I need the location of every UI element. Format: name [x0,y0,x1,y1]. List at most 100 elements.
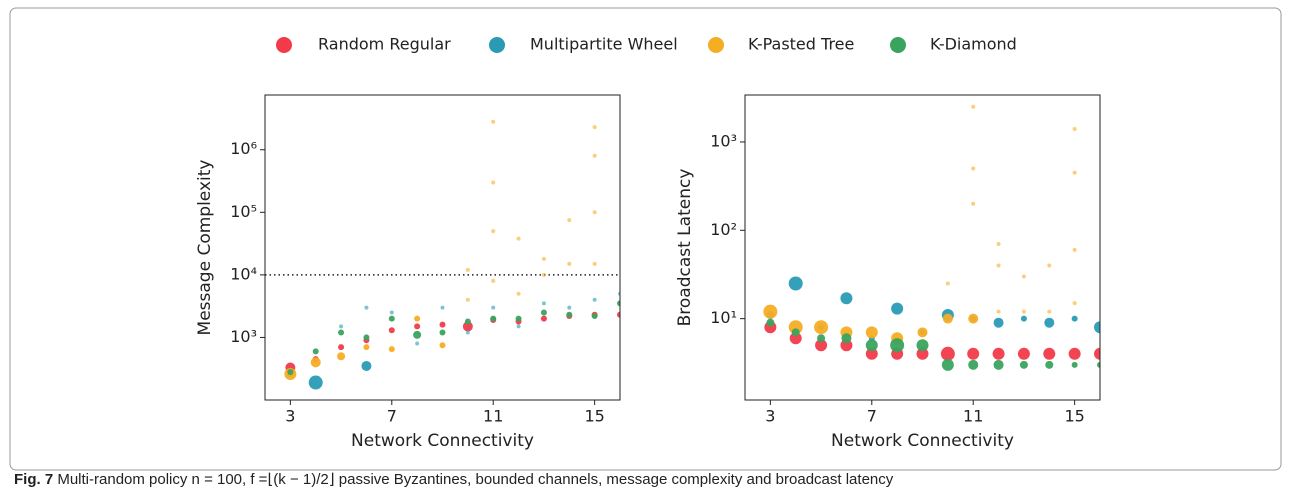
point [541,272,546,277]
point [540,315,547,322]
point [1097,361,1100,368]
point [566,311,573,318]
point [1047,309,1052,314]
point [840,292,853,305]
x-axis-label: Network Connectivity [351,431,534,451]
point [941,358,954,371]
point [1094,347,1100,360]
point [516,236,521,241]
point [491,229,496,234]
point [763,304,778,319]
y-axis-label: Message Complexity [195,160,215,336]
point [310,357,321,368]
point [916,347,929,360]
point [465,297,470,302]
point [516,324,521,329]
point [1047,263,1052,268]
point [841,333,852,344]
point [996,309,1001,314]
point [287,369,294,376]
point [308,375,323,390]
legend-marker [489,37,505,53]
point [971,201,976,206]
y-tick-label: 10⁵ [230,202,257,221]
point [361,360,372,371]
point [1094,321,1100,334]
point [1068,347,1081,360]
legend-marker [708,37,724,53]
point [1044,317,1055,328]
y-tick-label: 10³ [230,327,257,346]
x-tick-label: 15 [1064,407,1084,426]
point [766,318,775,327]
point [592,297,597,302]
caption-label: Fig. 7 [14,471,54,488]
point [465,267,470,272]
x-tick-label: 11 [483,407,503,426]
point [996,241,1001,246]
legend-marker [276,37,292,53]
point [1021,309,1026,314]
point [942,313,953,324]
point [338,329,345,336]
point [993,359,1004,370]
legend-label: Random Regular [318,35,451,54]
point [440,305,445,310]
point [890,338,905,353]
point [516,291,521,296]
point [414,323,421,330]
point [338,344,345,351]
point [515,315,522,322]
point [567,305,572,310]
legend-label: K-Pasted Tree [748,35,854,54]
point [541,256,546,261]
point [567,218,572,223]
point [439,329,446,336]
point [363,334,370,341]
point [540,309,547,316]
x-tick-label: 15 [584,407,604,426]
point [1017,347,1030,360]
caption: Fig. 7 Multi-random policy n = 100, f =⌊… [14,470,893,488]
point [865,339,878,352]
axes-frame [744,94,1101,401]
point [415,341,420,346]
point [1043,347,1056,360]
point [364,305,369,310]
point [815,339,828,352]
point [490,315,497,322]
point [1020,315,1027,322]
point [1072,247,1077,252]
point [591,313,598,320]
point [567,261,572,266]
point [945,281,950,286]
point [814,320,829,335]
point [968,313,979,324]
point [465,330,470,335]
point [339,324,344,329]
point [1045,360,1054,369]
point [1071,361,1078,368]
caption-text: Multi-random policy n = 100, f =⌊(k − 1)… [57,471,894,488]
point [992,347,1005,360]
point [817,334,826,343]
x-tick-label: 11 [963,407,983,426]
point [865,347,878,360]
point [312,348,319,355]
point [788,276,803,291]
y-axis-label: Broadcast Latency [675,169,695,327]
point [592,153,597,158]
legend-label: Multipartite Wheel [530,35,678,54]
plot-area [763,104,1100,371]
point [789,332,802,345]
y-tick-label: 10⁴ [230,264,257,283]
axes-frame [264,94,621,401]
point [388,327,395,334]
point [971,104,976,109]
point [971,166,976,171]
point [1072,301,1077,306]
y-tick-label: 10³ [710,131,737,150]
point [413,330,422,339]
